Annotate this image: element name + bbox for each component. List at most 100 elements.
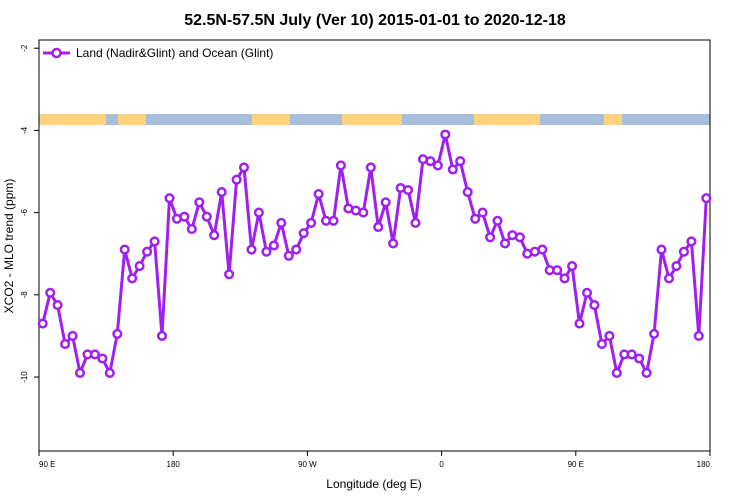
- data-point: [306, 217, 317, 228]
- x-tick-label: 90 W: [298, 460, 317, 469]
- data-point: [373, 221, 384, 233]
- data-point: [581, 287, 593, 298]
- strip-ocean: [402, 114, 474, 125]
- chart-title: 52.5N-57.5N July (Ver 10) 2015-01-01 to …: [184, 12, 566, 29]
- y-tick-label: -2: [20, 44, 29, 52]
- data-point: [656, 244, 667, 255]
- data-point: [596, 339, 607, 350]
- data-point: [388, 238, 399, 249]
- data-point: [626, 349, 637, 360]
- data-point: [447, 164, 458, 175]
- strip-ocean: [622, 114, 710, 125]
- data-point: [477, 207, 488, 218]
- plot-frame: [38, 39, 711, 452]
- data-point: [410, 217, 421, 228]
- data-point: [380, 197, 391, 208]
- strip-ocean: [290, 114, 342, 125]
- data-point: [358, 207, 369, 218]
- x-tick-label: 90 E: [568, 460, 584, 469]
- data-point: [604, 330, 615, 341]
- data-point: [142, 246, 153, 257]
- legend-label: Land (Nadir&Glint) and Ocean (Glint): [76, 46, 273, 60]
- y-tick-label: -8: [20, 291, 29, 299]
- series-points: [37, 129, 712, 378]
- data-point: [552, 265, 563, 276]
- data-point: [119, 244, 130, 255]
- data-point: [365, 162, 376, 173]
- data-point: [462, 187, 473, 198]
- data-point: [567, 261, 578, 272]
- data-point: [276, 217, 287, 228]
- x-axis-label: Longitude (deg E): [326, 477, 421, 491]
- data-point: [559, 273, 570, 284]
- x-tick-label: 180: [697, 460, 711, 469]
- data-point: [89, 349, 100, 360]
- data-point: [492, 215, 503, 226]
- data-point: [224, 269, 235, 280]
- x-axis: 90 E 180 90 W 0 90 E 180: [38, 451, 711, 469]
- data-point: [313, 189, 324, 200]
- data-point: [470, 213, 481, 224]
- data-point: [156, 330, 168, 341]
- data-point: [268, 240, 279, 251]
- data-point: [291, 244, 302, 255]
- data-point: [686, 236, 697, 247]
- data-point: [52, 300, 63, 311]
- y-axis: -2 -4 -6 -8 -10: [20, 44, 39, 383]
- data-point: [693, 330, 704, 341]
- data-point: [261, 246, 272, 257]
- data-point: [328, 215, 339, 226]
- data-point: [179, 211, 190, 222]
- data-point: [649, 328, 660, 339]
- legend: Land (Nadir&Glint) and Ocean (Glint): [43, 46, 273, 60]
- data-point: [246, 244, 257, 255]
- y-tick-label: -4: [20, 126, 29, 134]
- data-point: [701, 193, 712, 204]
- data-point: [45, 287, 56, 298]
- data-point: [201, 211, 212, 222]
- data-point: [298, 228, 309, 239]
- data-point: [589, 300, 600, 311]
- data-point: [678, 246, 689, 257]
- data-point: [499, 238, 511, 249]
- data-point: [97, 353, 108, 364]
- data-point: [611, 367, 622, 378]
- strip-ocean: [146, 114, 252, 125]
- data-point: [663, 273, 675, 284]
- data-point: [425, 156, 436, 167]
- data-point: [238, 162, 250, 173]
- data-point: [432, 160, 443, 171]
- y-tick-label: -6: [20, 209, 29, 217]
- data-point: [671, 261, 682, 272]
- data-point: [335, 160, 346, 171]
- y-axis-label: XCO2 - MLO trend (ppm): [2, 179, 16, 314]
- data-point: [104, 367, 115, 378]
- strip-land: [39, 114, 710, 125]
- data-point: [112, 328, 123, 339]
- data-point: [537, 244, 548, 255]
- data-point: [164, 193, 175, 204]
- data-point: [60, 339, 71, 350]
- data-point: [641, 367, 652, 378]
- data-point: [216, 187, 227, 198]
- legend-marker: [51, 47, 62, 59]
- x-tick-label: 90 E: [39, 460, 55, 469]
- data-point: [127, 273, 138, 284]
- data-point: [37, 318, 48, 329]
- data-point: [283, 250, 294, 261]
- data-point: [149, 236, 160, 247]
- data-point: [574, 318, 585, 329]
- data-point: [194, 197, 205, 208]
- data-point: [634, 353, 645, 364]
- data-point: [67, 330, 78, 341]
- data-point: [253, 207, 264, 218]
- data-point: [134, 261, 145, 272]
- data-point: [186, 224, 197, 235]
- data-point: [440, 129, 451, 140]
- strip-ocean: [540, 114, 604, 125]
- x-tick-label: 0: [439, 460, 444, 469]
- data-point: [403, 184, 414, 196]
- data-point: [74, 367, 86, 378]
- data-point: [485, 232, 496, 243]
